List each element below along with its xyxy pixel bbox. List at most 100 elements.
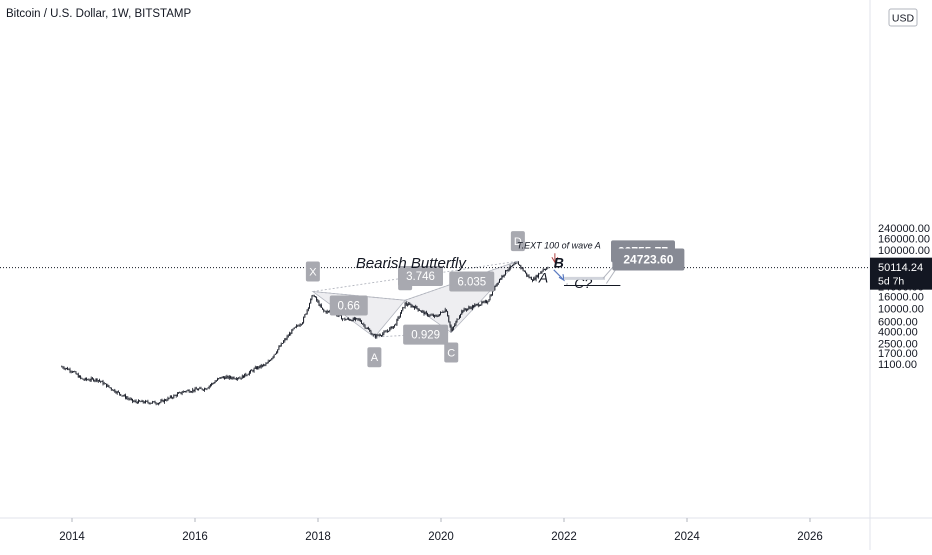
- candle-body: [192, 390, 193, 392]
- candle-body: [168, 398, 169, 401]
- candle-body: [505, 270, 506, 274]
- candle-body: [361, 322, 362, 324]
- candle-body: [383, 332, 384, 334]
- candle-body: [527, 276, 528, 277]
- candle-body: [428, 316, 429, 317]
- candle-body: [375, 335, 376, 337]
- candle-body: [441, 312, 442, 313]
- candle-body: [504, 275, 505, 277]
- last-price-value: 50114.24: [878, 262, 923, 274]
- candle-body: [525, 272, 526, 273]
- candle-body: [139, 400, 140, 401]
- candle-body: [94, 380, 95, 381]
- candle-body: [262, 365, 263, 367]
- candle-body: [66, 368, 67, 369]
- candle-body: [105, 383, 106, 384]
- candle-body: [392, 327, 393, 329]
- candle-body: [417, 306, 418, 308]
- candle-body: [290, 333, 291, 334]
- candle-body: [228, 376, 229, 378]
- candle-body: [382, 334, 383, 336]
- candle-body: [217, 379, 218, 381]
- candle-body: [353, 318, 354, 321]
- candle-body: [529, 276, 530, 278]
- candle-body: [485, 301, 486, 302]
- candle-body: [280, 346, 281, 347]
- candle-body: [214, 383, 215, 384]
- candle-body: [67, 368, 68, 370]
- candle-body: [454, 325, 455, 327]
- candle-body: [113, 390, 114, 391]
- candle-body: [491, 295, 492, 296]
- candle-body: [120, 394, 121, 396]
- candle-body: [267, 363, 268, 364]
- candle-body: [507, 270, 508, 271]
- y-tick-label: 1100.00: [878, 359, 917, 371]
- x-tick-label: 2016: [182, 531, 208, 543]
- candle-body: [237, 378, 238, 379]
- candle-body: [111, 388, 112, 390]
- candle-body: [240, 378, 241, 379]
- candle-body: [151, 403, 152, 404]
- candle-body: [464, 309, 465, 312]
- candle-body: [127, 398, 128, 399]
- candle-body: [537, 275, 538, 277]
- candle-body: [87, 380, 88, 381]
- candle-body: [359, 319, 360, 320]
- candle-body: [389, 328, 390, 331]
- candle-body: [309, 304, 310, 308]
- candle-body: [446, 310, 447, 312]
- candle-body: [451, 326, 452, 331]
- candle-body: [470, 307, 471, 308]
- candle-body: [162, 400, 163, 401]
- candle-body: [131, 399, 132, 400]
- candle-body: [327, 311, 328, 313]
- candle-body: [201, 388, 202, 389]
- candle-body: [152, 402, 153, 403]
- candle-body: [321, 305, 322, 308]
- candle-body: [516, 263, 517, 264]
- candle-body: [103, 381, 104, 384]
- candle-body: [261, 365, 262, 367]
- candle-body: [157, 404, 158, 405]
- candle-body: [401, 310, 402, 314]
- wave-label-b: B: [554, 255, 564, 271]
- candle-body: [176, 395, 177, 396]
- candle-body: [163, 400, 164, 402]
- candle-body: [63, 367, 64, 368]
- candle-body: [222, 377, 223, 378]
- candle-body: [195, 388, 196, 391]
- candle-body: [219, 377, 220, 378]
- candle-body: [467, 309, 468, 310]
- candle-body: [166, 400, 167, 401]
- candle-body: [271, 358, 272, 360]
- candle-body: [300, 325, 301, 326]
- candle-body: [159, 402, 160, 403]
- candle-body: [457, 319, 458, 322]
- candle-body: [182, 393, 183, 394]
- candle-body: [453, 327, 454, 329]
- candle-body: [124, 395, 125, 396]
- candle-body: [99, 380, 100, 381]
- candle-body: [447, 312, 448, 317]
- countdown-value: 5d 7h: [878, 276, 904, 288]
- candle-body: [123, 396, 124, 397]
- candle-body: [169, 398, 170, 399]
- candle-body: [118, 392, 119, 393]
- candle-body: [358, 318, 359, 319]
- candle-body: [68, 369, 69, 370]
- candle-body: [299, 326, 300, 327]
- candle-body: [231, 378, 232, 379]
- candle-body: [312, 295, 313, 298]
- candle-body: [409, 304, 410, 305]
- candle-body: [248, 374, 249, 375]
- candle-body: [524, 271, 525, 272]
- candle-body: [264, 365, 265, 366]
- candle-body: [472, 306, 473, 309]
- candle-body: [116, 392, 117, 393]
- candle-body: [413, 306, 414, 307]
- candle-body: [191, 392, 192, 393]
- candle-body: [132, 399, 133, 401]
